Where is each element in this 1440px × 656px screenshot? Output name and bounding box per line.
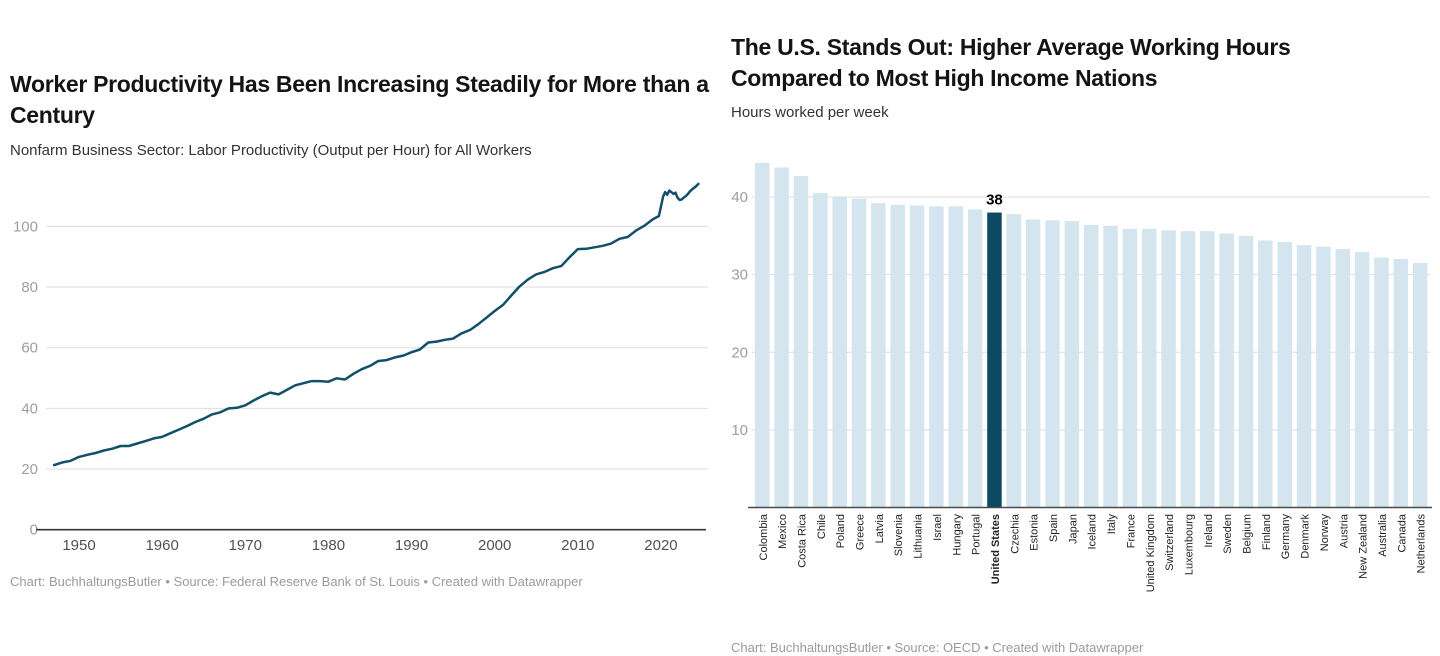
x-tick-label: 1980 <box>312 537 345 554</box>
bar[interactable] <box>1238 235 1254 508</box>
country-label: Chile <box>816 514 828 539</box>
right-chart-subtitle: Hours worked per week <box>731 104 889 121</box>
bar[interactable] <box>1064 221 1080 508</box>
bar[interactable] <box>871 203 886 508</box>
bar[interactable] <box>929 206 944 508</box>
y-tick-label: 40 <box>731 189 748 206</box>
bar[interactable] <box>1161 230 1176 508</box>
y-tick-label: 0 <box>30 522 38 539</box>
highlight-value-label: 38 <box>986 192 1003 209</box>
bar[interactable] <box>1045 220 1060 508</box>
right-chart-title: The U.S. Stands Out: Higher Average Work… <box>731 34 1291 91</box>
country-label: Canada <box>1396 513 1408 552</box>
bar[interactable] <box>1180 231 1196 508</box>
bar[interactable] <box>1374 257 1389 508</box>
country-label: Germany <box>1280 514 1292 560</box>
y-tick-label: 100 <box>13 218 38 235</box>
left-chart-subtitle: Nonfarm Business Sector: Labor Productiv… <box>10 142 532 159</box>
y-tick-label: 80 <box>21 279 38 296</box>
country-label: Czechia <box>1009 513 1021 554</box>
bar[interactable] <box>832 197 847 508</box>
bar[interactable] <box>813 193 828 508</box>
country-label: Israel <box>932 514 944 541</box>
bar[interactable] <box>1316 246 1331 508</box>
bar[interactable] <box>1412 262 1428 508</box>
country-label: Iceland <box>1087 514 1099 549</box>
bar[interactable] <box>1006 214 1022 508</box>
x-tick-label: 1990 <box>395 537 428 554</box>
country-label: Italy <box>1106 514 1118 535</box>
x-tick-label: 1970 <box>229 537 262 554</box>
country-label: Denmark <box>1300 514 1312 559</box>
y-tick-label: 10 <box>731 422 748 439</box>
country-label: Slovenia <box>893 513 905 556</box>
country-label: New Zealand <box>1358 514 1370 579</box>
y-tick-label: 60 <box>21 340 38 357</box>
x-tick-label: 2010 <box>561 537 594 554</box>
x-tick-label: 2020 <box>644 537 677 554</box>
country-label: Portugal <box>971 514 983 555</box>
country-label: Australia <box>1377 513 1389 557</box>
bar[interactable] <box>1354 252 1370 508</box>
country-label: Sweden <box>1222 514 1234 554</box>
x-tick-label: 2000 <box>478 537 511 554</box>
y-tick-label: 30 <box>731 267 748 284</box>
country-label: Lithuania <box>913 513 925 559</box>
bar[interactable] <box>1335 249 1351 508</box>
country-label: Norway <box>1319 514 1331 552</box>
y-tick-label: 20 <box>21 461 38 478</box>
bar[interactable] <box>755 162 770 508</box>
bar[interactable] <box>793 176 809 508</box>
bar[interactable] <box>1122 228 1138 508</box>
country-label: Luxembourg <box>1183 514 1195 575</box>
left-chart-title: Worker Productivity Has Been Increasing … <box>10 71 709 128</box>
bar[interactable] <box>1277 242 1292 508</box>
bar[interactable] <box>909 205 925 508</box>
bar-united-states[interactable] <box>987 212 1002 508</box>
bar[interactable] <box>1083 224 1099 508</box>
country-label: Mexico <box>777 514 789 549</box>
bar[interactable] <box>1219 233 1234 508</box>
bar[interactable] <box>890 204 905 508</box>
country-label: Japan <box>1067 514 1079 544</box>
country-label: United States <box>990 514 1002 584</box>
bar[interactable] <box>967 209 983 508</box>
country-label: Austria <box>1338 513 1350 548</box>
y-tick-label: 20 <box>731 344 748 361</box>
country-label: Finland <box>1261 514 1273 550</box>
left-chart-attribution: Chart: BuchhaltungsButler • Source: Fede… <box>10 574 583 589</box>
country-label: Greece <box>855 514 867 550</box>
bar[interactable] <box>1200 231 1215 508</box>
x-tick-label: 1960 <box>145 537 178 554</box>
country-label: Costa Rica <box>796 513 808 568</box>
bar[interactable] <box>774 167 789 508</box>
country-label: Hungary <box>951 514 963 556</box>
country-label: Belgium <box>1242 514 1254 554</box>
country-label: Estonia <box>1029 513 1041 551</box>
bar[interactable] <box>1103 225 1118 508</box>
country-label: Latvia <box>874 513 886 543</box>
bar[interactable] <box>1142 228 1157 508</box>
country-label: Switzerland <box>1164 514 1176 571</box>
y-tick-label: 40 <box>21 400 38 417</box>
country-label: France <box>1125 514 1137 548</box>
country-label: Ireland <box>1203 514 1215 548</box>
country-label: Netherlands <box>1416 514 1428 574</box>
country-label: Colombia <box>758 513 770 560</box>
x-tick-label: 1950 <box>62 537 95 554</box>
country-label: Spain <box>1048 514 1060 542</box>
bar[interactable] <box>851 198 867 508</box>
bar[interactable] <box>1025 219 1041 508</box>
bar[interactable] <box>1393 259 1409 508</box>
bar[interactable] <box>1258 240 1273 508</box>
productivity-line[interactable] <box>52 182 700 467</box>
country-label: Poland <box>835 514 847 548</box>
bar[interactable] <box>1296 245 1312 508</box>
bar[interactable] <box>948 206 964 508</box>
country-label: United Kingdom <box>1145 514 1157 592</box>
